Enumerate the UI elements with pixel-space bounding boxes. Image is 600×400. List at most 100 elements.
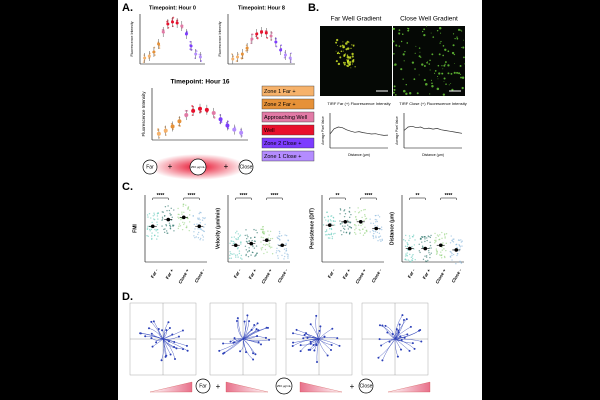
cell-dot [443, 255, 446, 258]
fluorescent-spot [403, 60, 405, 62]
fluorescent-spot [406, 42, 409, 44]
cell-dot [435, 248, 438, 250]
well-circle [195, 378, 211, 394]
cell-dot [363, 209, 365, 211]
cell-dot [263, 252, 265, 255]
track-end [315, 344, 318, 347]
cell-dot [434, 232, 436, 235]
fluorescent-spot [453, 71, 456, 74]
cell-dot [287, 239, 289, 241]
cell-dot [151, 237, 153, 240]
track-end [232, 341, 235, 344]
cell-dot [186, 217, 189, 220]
mean-dot [283, 53, 287, 57]
track-end [336, 337, 339, 340]
mean-dot [170, 124, 175, 129]
diagram-label: + [224, 162, 229, 171]
fluorescent-spot [348, 58, 350, 60]
track [145, 335, 164, 340]
track [223, 338, 244, 354]
cell-dot [408, 235, 411, 237]
cell-dot [188, 221, 191, 223]
cell-dot [444, 236, 446, 238]
cell-dot [166, 209, 168, 212]
cell-dot [244, 245, 247, 247]
track-end [151, 345, 154, 348]
cell-dot [375, 235, 377, 237]
cell-dot [374, 224, 376, 227]
cell-dot [424, 260, 427, 262]
cell-dot [412, 257, 414, 260]
cell-dot [252, 245, 254, 248]
track [162, 338, 188, 351]
fluorescent-spot [447, 50, 450, 53]
cell-dot [231, 253, 233, 256]
track-end [295, 328, 298, 331]
cell-dot [182, 205, 184, 207]
legend-box [261, 137, 315, 149]
fluorescent-spot [461, 47, 462, 48]
fluorescent-spot [450, 72, 453, 75]
cell-dot [327, 237, 330, 239]
track-end [380, 344, 383, 347]
track-end [319, 325, 322, 328]
replicate-dot [237, 53, 240, 56]
cell-dot [199, 238, 201, 241]
cell-dot [229, 251, 231, 253]
mean-dot [166, 217, 171, 222]
cell-dot [426, 237, 428, 239]
cell-dot [354, 211, 356, 213]
replicate-dot [143, 59, 146, 62]
cell-dot [323, 216, 326, 219]
fluorescent-spot [423, 65, 426, 67]
cell-dot [267, 230, 269, 232]
cell-dot [372, 222, 375, 225]
cell-dot [250, 237, 252, 239]
diagram-label: + [168, 162, 173, 171]
cell-dot [195, 236, 197, 238]
cell-dot [380, 226, 383, 228]
fluorescent-spot [425, 82, 428, 86]
cell-dot [251, 239, 253, 242]
mean-dot [236, 55, 240, 59]
cell-dot [194, 228, 196, 230]
cell-dot [421, 245, 424, 247]
cell-dot [169, 228, 172, 230]
cell-dot [253, 236, 256, 239]
significance-bracket [235, 197, 252, 200]
axis-title: Distance (µm) [348, 153, 370, 157]
cell-dot [420, 237, 422, 240]
cell-dot [332, 233, 335, 235]
replicate-dot [235, 60, 238, 63]
image-title: Far Well Gradient [331, 16, 382, 23]
fluorescent-spot [457, 28, 461, 31]
fluorescent-spot [346, 40, 349, 43]
cell-dot [266, 251, 268, 253]
cell-dot [331, 237, 334, 240]
cell-dot [236, 230, 238, 233]
track-end [318, 329, 321, 332]
track-end [246, 314, 249, 317]
significance-bracket [440, 197, 457, 200]
replicate-dot [198, 53, 201, 56]
fluorescent-spot [340, 50, 343, 53]
track [318, 338, 340, 347]
cell-dot [452, 253, 455, 256]
fluorescent-spot [461, 76, 465, 80]
track-end [252, 358, 255, 361]
cell-dot [203, 226, 205, 228]
replicate-dot [189, 48, 192, 51]
cell-dot [238, 252, 241, 255]
axis-title: Distance (µm) [389, 212, 395, 245]
cell-dot [357, 212, 360, 214]
cell-dot [406, 245, 409, 248]
track-end [303, 333, 306, 336]
cell-dot [355, 219, 358, 221]
cell-dot [146, 234, 148, 237]
track-end [391, 332, 394, 335]
track-end [408, 349, 411, 352]
cell-dot [413, 244, 416, 246]
cell-dot [157, 232, 159, 234]
fluorescent-spot [394, 93, 397, 96]
track-end [323, 335, 326, 338]
